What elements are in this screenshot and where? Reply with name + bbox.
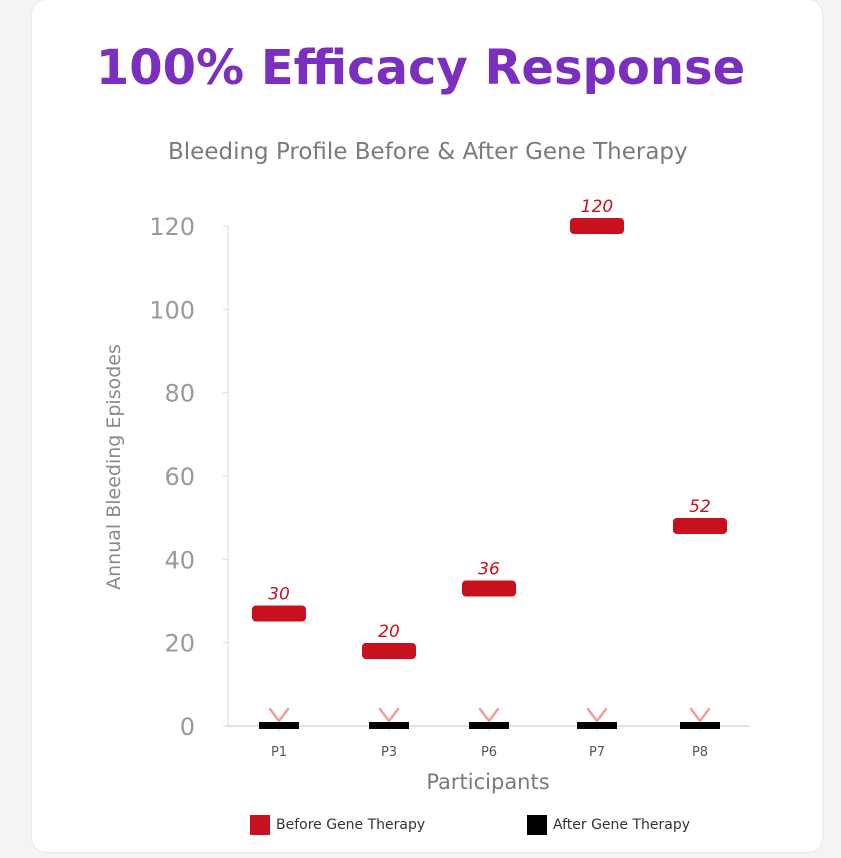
y-tick-label: 40 <box>164 546 195 574</box>
x-tick-label: P8 <box>692 745 708 760</box>
chart-title: 100% Efficacy Response <box>95 40 746 96</box>
after-marker <box>680 722 720 729</box>
data-label: 20 <box>378 622 400 642</box>
x-axis: P1 P3 P6 P7 P8 <box>228 725 750 760</box>
y-axis: 0 20 40 60 80 100 120 <box>149 213 229 741</box>
x-tick-label: P6 <box>481 745 497 760</box>
before-marker <box>462 580 516 597</box>
legend-before-swatch <box>250 815 270 835</box>
legend-before-label: Before Gene Therapy <box>276 817 426 833</box>
legend-after-label: After Gene Therapy <box>553 817 691 833</box>
y-tick-label: 80 <box>164 380 195 408</box>
y-tick-label: 0 <box>180 713 195 741</box>
y-tick-label: 60 <box>164 463 195 491</box>
before-marker <box>570 218 624 234</box>
y-tick-label: 100 <box>149 296 195 324</box>
chart-marks: 30 20 36 120 52 <box>252 197 727 729</box>
after-marker <box>369 722 409 729</box>
x-tick-label: P1 <box>271 745 287 760</box>
arrow-head <box>689 707 711 723</box>
x-axis-label: Participants <box>426 770 549 794</box>
y-tick-label: 20 <box>164 630 195 658</box>
before-marker <box>673 518 727 534</box>
x-tick-label: P7 <box>589 745 605 760</box>
data-label: 52 <box>689 497 711 517</box>
legend-before: Before Gene Therapy <box>250 815 425 835</box>
chart-subtitle: Bleeding Profile Before & After Gene The… <box>168 139 688 165</box>
data-label: 120 <box>581 197 613 217</box>
after-marker <box>259 722 299 729</box>
after-marker <box>577 722 617 729</box>
data-label: 30 <box>268 585 290 605</box>
arrow-head <box>478 707 500 723</box>
data-label: 36 <box>478 560 500 580</box>
arrow-head <box>586 707 608 723</box>
before-marker <box>362 643 416 659</box>
x-tick-label: P3 <box>381 745 397 760</box>
before-marker <box>252 605 306 622</box>
arrow-head <box>268 707 290 723</box>
after-marker <box>469 722 509 729</box>
y-axis-label: Annual Bleeding Episodes <box>103 344 125 590</box>
y-tick-label: 120 <box>149 213 195 241</box>
legend-after: After Gene Therapy <box>527 815 690 835</box>
legend-after-swatch <box>527 815 547 835</box>
arrow-head <box>378 707 400 723</box>
